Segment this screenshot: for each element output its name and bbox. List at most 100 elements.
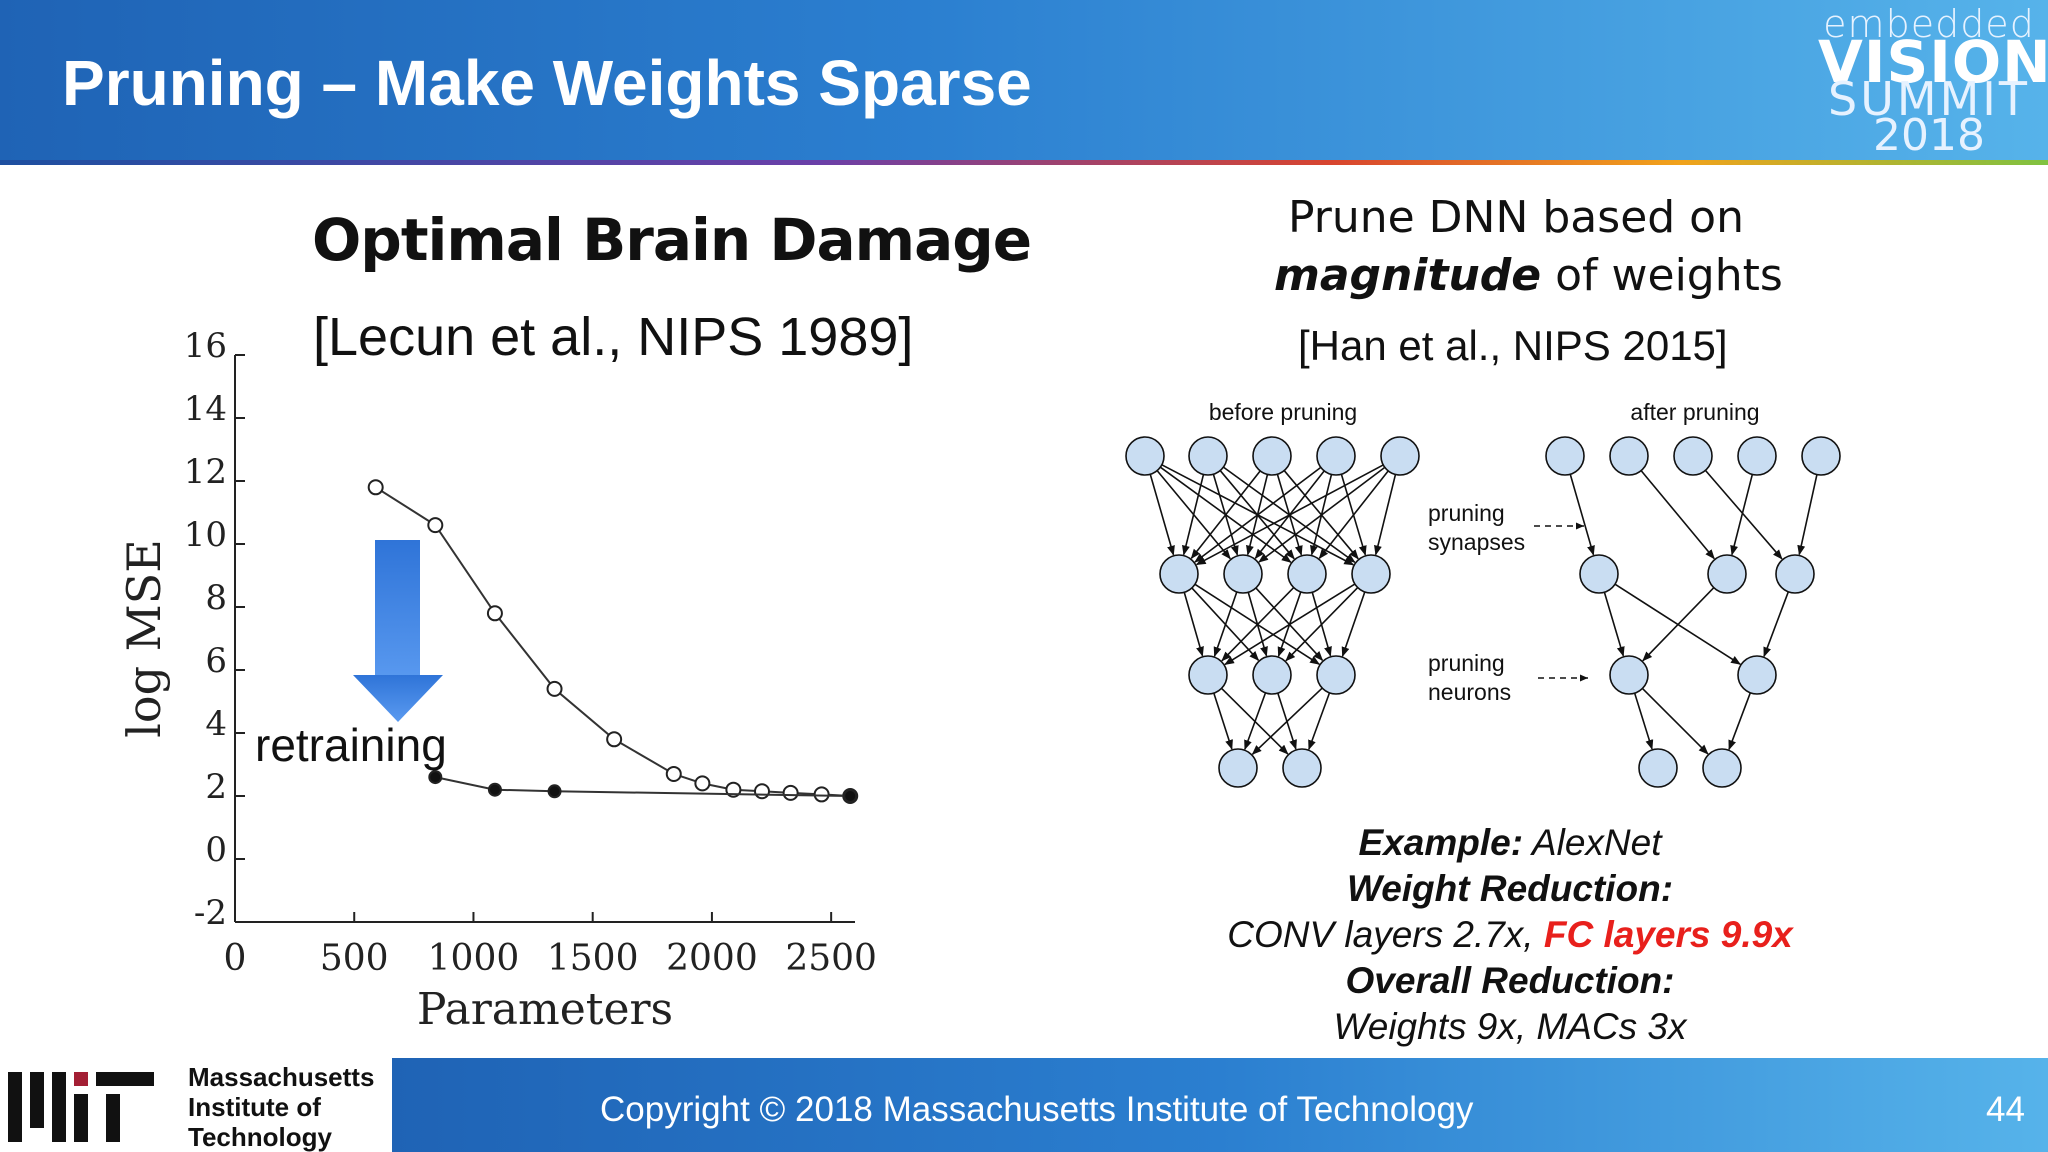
slide-title: Pruning – Make Weights Sparse: [62, 47, 1032, 119]
series-2-point: [843, 789, 858, 803]
pruning-synapses-label: pruning: [1428, 500, 1505, 526]
synapse: [1195, 464, 1384, 566]
y-axis-label: log MSE: [120, 539, 171, 738]
pruning-network-diagram: before pruning after pruning pruning syn…: [1125, 399, 1841, 788]
overall-reduction-text: Overall Reduction:: [1345, 960, 1675, 1001]
overall-reduction-value: Weights 9x, MACs 3x: [1180, 1004, 1840, 1050]
pruning-neurons-label: pruning: [1428, 650, 1505, 676]
remaining-synapse: [1569, 474, 1595, 556]
neuron: [1673, 436, 1713, 476]
series-1-point: [606, 731, 623, 748]
title-rule: [0, 160, 2048, 165]
series-1-point: [367, 479, 384, 496]
synapse: [1374, 474, 1397, 556]
neuron: [1218, 748, 1258, 788]
neuron: [1707, 554, 1747, 594]
footer-logo-area: Massachusetts Institute of Technology: [0, 1058, 392, 1152]
series-1-point: [813, 786, 830, 803]
neuron: [1801, 436, 1841, 476]
copyright-text: Copyright © 2018 Massachusetts Institute…: [600, 1090, 1474, 1129]
x-tick-label: 0: [224, 938, 247, 979]
synapse: [1194, 466, 1322, 563]
x-tick-label: 500: [320, 938, 389, 979]
logo-text-line: SUMMIT: [1828, 72, 2030, 126]
footer-bar: [392, 1058, 2048, 1152]
y-tick-label: 8: [205, 578, 227, 618]
magnitude-emphasis: magnitude: [1274, 250, 1542, 301]
y-tick-label: 12: [184, 452, 227, 492]
series-1-point: [782, 784, 799, 801]
chart-axes: -2 0 2 4 6 8 10 12 14 16 0 500 1000 1500 2000 2500 Param…: [120, 330, 877, 1035]
synapse: [1244, 692, 1267, 751]
remaining-synapse: [1642, 587, 1715, 662]
synapse: [1182, 474, 1205, 556]
prune-heading-rest: of weights: [1541, 250, 1783, 301]
series-2-point: [487, 782, 502, 797]
x-tick-label: 2000: [666, 938, 758, 979]
neuron: [1545, 436, 1585, 476]
neuron: [1223, 554, 1263, 594]
neuron: [1252, 655, 1292, 695]
weight-reduction-text: Weight Reduction:: [1346, 868, 1674, 909]
synapse: [1224, 583, 1356, 666]
x-tick-label: 1500: [547, 938, 639, 979]
remaining-synapse: [1603, 591, 1625, 657]
y-tick-label: 10: [184, 515, 227, 555]
example-label: Example:: [1358, 822, 1524, 863]
synapse: [1213, 692, 1233, 750]
series-1-point: [546, 680, 563, 697]
mit-logo: [8, 1072, 154, 1142]
synapse: [1251, 687, 1323, 755]
neuron: [1775, 554, 1815, 594]
pruning-neurons-label: neurons: [1428, 679, 1511, 705]
neuron: [1737, 655, 1777, 695]
summit-logo: embedded VISION SUMMIT 2018: [1818, 0, 2048, 161]
series-2-point: [428, 770, 443, 785]
example-value: AlexNet: [1523, 822, 1662, 863]
layer-reduction-line: CONV layers 2.7x, FC layers 9.9x: [1180, 912, 1840, 958]
before-pruning-label: before pruning: [1209, 399, 1357, 425]
title-bar: [0, 0, 2048, 160]
after-synapses: [1569, 469, 1818, 755]
synapse: [1221, 587, 1295, 662]
synapse: [1341, 591, 1366, 658]
logo-text-line: embedded: [1823, 2, 2035, 46]
remaining-synapse: [1633, 692, 1654, 750]
remaining-synapse: [1640, 470, 1715, 560]
series-1-point: [754, 783, 770, 800]
mit-name-line: Massachusetts: [188, 1062, 375, 1092]
remaining-synapse: [1728, 692, 1752, 751]
fc-reduction: FC layers 9.9x: [1543, 914, 1793, 955]
overall-reduction-label: Overall Reduction:: [1180, 958, 1840, 1004]
example-line: Example: AlexNet: [1180, 820, 1840, 866]
synapse: [1190, 470, 1261, 560]
y-tick-label: 0: [205, 830, 227, 870]
neuron: [1316, 655, 1356, 695]
neuron: [1609, 436, 1649, 476]
synapse: [1149, 474, 1175, 556]
neuron: [1282, 748, 1322, 788]
neuron: [1380, 436, 1420, 476]
synapse: [1308, 692, 1331, 751]
neurons: [1125, 436, 1841, 788]
weight-reduction-label: Weight Reduction:: [1180, 866, 1840, 912]
series-1-line: [375, 486, 851, 797]
footer: Massachusetts Institute of Technology Co…: [0, 1058, 2048, 1152]
series-2-point: [547, 784, 562, 799]
mse-vs-parameters-chart: -2 0 2 4 6 8 10 12 14 16 0 500 1000 1500 2000 2500 Param…: [120, 330, 877, 1035]
series-1-point: [427, 517, 444, 534]
series-1-point: [694, 775, 711, 792]
retraining-label: retraining: [255, 719, 447, 771]
x-tick-label: 2500: [785, 938, 877, 979]
neuron: [1351, 554, 1391, 594]
neuron: [1702, 748, 1742, 788]
before-synapses: [1149, 464, 1397, 755]
pruning-synapses-label: synapses: [1428, 529, 1525, 555]
remaining-synapse: [1763, 591, 1790, 658]
han-citation: [Han et al., NIPS 2015]: [1298, 322, 1728, 369]
prune-heading-line1: Prune DNN based on: [1288, 192, 1744, 243]
retraining-arrow: [353, 540, 443, 722]
synapse: [1183, 592, 1204, 657]
series-2-line: [435, 776, 851, 797]
x-axis-label: Parameters: [417, 984, 673, 1035]
